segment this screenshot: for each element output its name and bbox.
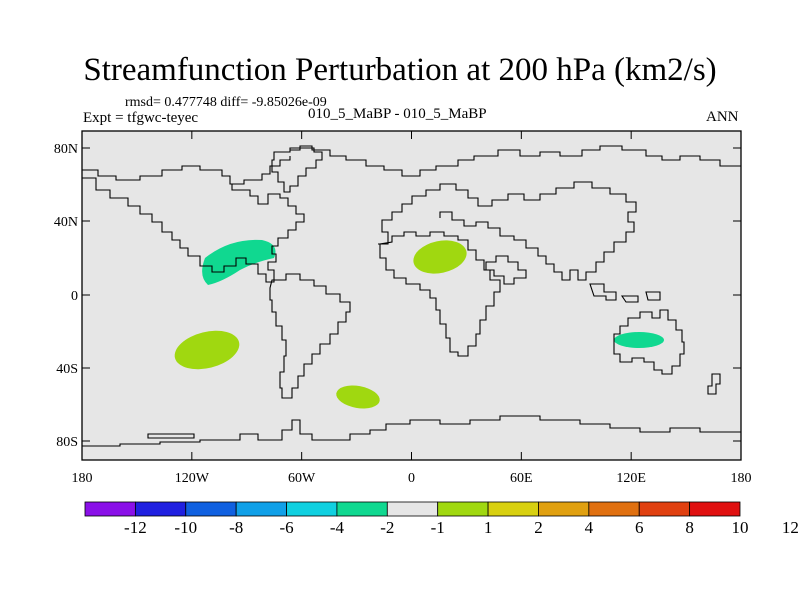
experiment-label: Expt = tfgwc-teyec <box>83 110 199 126</box>
lon-tick-label: 0 <box>408 471 415 486</box>
colorbar-label: 10 <box>732 518 749 537</box>
lon-tick-label: 120E <box>616 471 646 486</box>
arctic-coast-east <box>290 145 741 177</box>
colorbar-swatch <box>487 501 539 517</box>
colorbar-label: 2 <box>534 518 543 537</box>
colorbar-label: -2 <box>380 518 394 537</box>
eurasia-coast <box>378 181 637 281</box>
colorbar-label: -10 <box>174 518 197 537</box>
lon-tick-label: 180 <box>72 471 93 486</box>
latitude-axis: 80N 40N 0 40S 80S <box>54 142 741 450</box>
colorbar-swatch <box>689 501 741 517</box>
colorbar-label: 12 <box>782 518 799 537</box>
colorbar-swatch <box>638 501 691 517</box>
south-america-coast <box>269 273 351 399</box>
coastlines <box>82 145 741 447</box>
colorbar-label: -4 <box>330 518 345 537</box>
plot-title: Streamfunction Perturbation at 200 hPa (… <box>83 52 717 88</box>
colorbar-swatch <box>336 501 388 517</box>
colorbar-swatch <box>437 501 489 517</box>
australia-negative-anomaly <box>614 332 664 348</box>
north-america-coast <box>82 177 305 283</box>
colorbar-swatch <box>185 501 237 517</box>
maritime-continent-coast <box>589 283 661 303</box>
colorbar-label: -6 <box>279 518 293 537</box>
lon-tick-label: 60W <box>288 471 316 486</box>
south-atlantic-positive-anomaly <box>336 385 380 409</box>
australia-coast <box>613 309 685 375</box>
case-label: 010_5_MaBP - 010_5_MaBP <box>308 106 487 122</box>
north-atlantic-negative-anomaly <box>202 239 276 285</box>
africa-coast <box>379 231 501 357</box>
colorbar: -12 -10 -8 -6 -4 -2 -1 1 2 4 6 8 10 12 <box>84 501 799 537</box>
stats-text: rmsd= 0.477748 diff= -9.85026e-09 <box>125 95 327 110</box>
season-label: ANN <box>706 109 739 125</box>
arctic-coast-west <box>82 156 291 185</box>
colorbar-label: 8 <box>685 518 694 537</box>
colorbar-label: 1 <box>484 518 493 537</box>
small-island-outline <box>147 433 195 439</box>
colorbar-label: -1 <box>431 518 445 537</box>
colorbar-swatch <box>134 501 187 517</box>
longitude-axis: 180 120W 60W 0 60E 120E 180 <box>72 131 752 486</box>
lat-tick-label: 80S <box>56 435 78 450</box>
colorbar-swatch <box>84 501 136 517</box>
new-zealand-coast <box>707 373 721 395</box>
lon-tick-label: 120W <box>175 471 210 486</box>
colorbar-swatch <box>235 501 287 517</box>
antarctica-coast <box>82 415 741 447</box>
map-background <box>82 131 741 460</box>
colorbar-label: 4 <box>585 518 594 537</box>
colorbar-swatch <box>588 501 640 517</box>
lat-tick-label: 80N <box>54 142 78 157</box>
colorbar-swatch <box>538 501 590 517</box>
colorbar-label: -8 <box>229 518 243 537</box>
lat-tick-label: 40N <box>54 215 78 230</box>
greenland-coast <box>271 147 323 193</box>
south-pacific-positive-anomaly <box>174 330 240 370</box>
colorbar-label: 6 <box>635 518 644 537</box>
colorbar-label: -12 <box>124 518 147 537</box>
lon-tick-label: 60E <box>510 471 533 486</box>
colorbar-swatch <box>386 501 439 517</box>
lat-tick-label: 0 <box>71 289 78 304</box>
lat-tick-label: 40S <box>56 362 78 377</box>
lon-tick-label: 180 <box>731 471 752 486</box>
africa-positive-anomaly <box>413 240 467 274</box>
arabia-coast <box>485 255 527 285</box>
colorbar-swatch <box>286 501 338 517</box>
anomaly-layer <box>174 239 664 409</box>
